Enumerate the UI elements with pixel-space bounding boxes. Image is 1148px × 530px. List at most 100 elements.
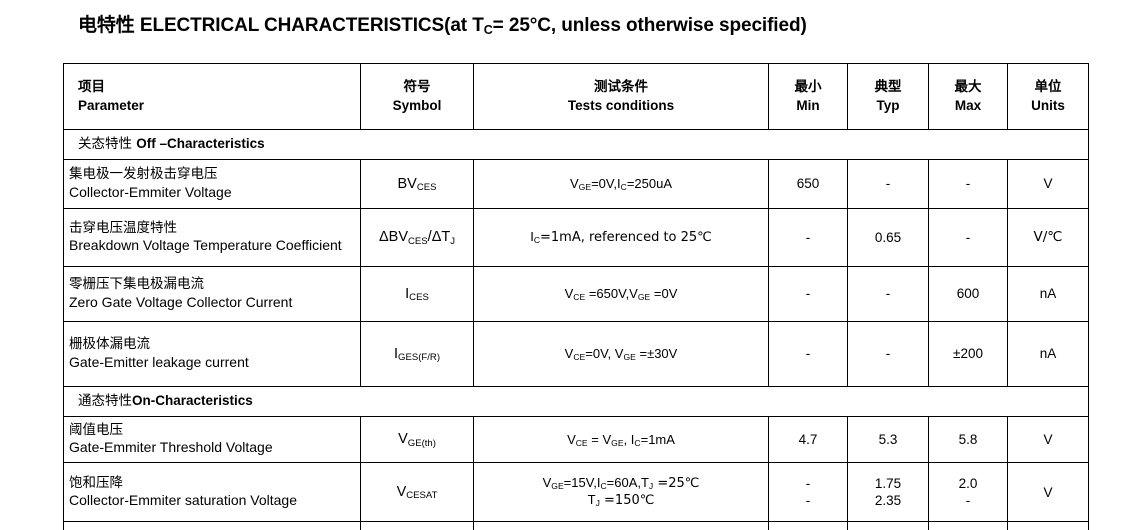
row-parameter-cjk: 击穿电压温度特性 bbox=[69, 219, 177, 236]
table-row: 阈值电压 Gate-Emmiter Threshold Voltage VGE(… bbox=[63, 415, 1089, 464]
header-units-cjk: 单位 bbox=[1034, 79, 1062, 96]
row-parameter-en: Collector-Emmiter Voltage bbox=[69, 183, 232, 200]
row-typ-line2: 2.35 bbox=[874, 493, 902, 509]
header-units-en: Units bbox=[1031, 97, 1065, 113]
header-conditions-en: Tests conditions bbox=[567, 97, 675, 113]
row-max: 600 bbox=[928, 266, 1008, 322]
row-units: nA bbox=[1007, 266, 1089, 322]
header-typ-en: Typ bbox=[876, 97, 900, 113]
page-title-cjk: 电特性 bbox=[78, 14, 135, 36]
row-max: - bbox=[928, 208, 1008, 267]
section-off-en: Off –Characteristics bbox=[136, 136, 265, 152]
row-conditions: VCE=0V, VGE =±30V bbox=[473, 321, 769, 387]
row-min: - - bbox=[768, 462, 848, 523]
row-conditions: VCE =650V,VGE =0V bbox=[473, 266, 769, 322]
table-row: 集电极一发射极击穿电压 Collector-Emmiter Voltage BV… bbox=[63, 159, 1089, 209]
row-conditions: VCE = VGE, IC=1mA bbox=[473, 415, 769, 464]
row-parameter-cjk: 集电极一发射极击穿电压 bbox=[69, 166, 218, 183]
truncated-cell bbox=[768, 521, 848, 530]
row-symbol: ICES bbox=[360, 266, 474, 322]
header-conditions-cjk: 测试条件 bbox=[594, 79, 648, 96]
row-symbol-text: VGE(th) bbox=[398, 431, 436, 449]
header-symbol: 符号 Symbol bbox=[360, 63, 474, 130]
truncated-cell bbox=[847, 521, 929, 530]
row-parameter-cjk: 栅极体漏电流 bbox=[69, 336, 150, 353]
section-label-off: 关态特性 Off –Characteristics bbox=[63, 129, 1089, 160]
row-symbol: VCESAT bbox=[360, 462, 474, 523]
truncated-cell bbox=[63, 521, 361, 530]
header-typ: 典型 Typ bbox=[847, 63, 929, 130]
row-units: V/℃ bbox=[1007, 208, 1089, 267]
row-typ: 5.3 bbox=[847, 415, 929, 464]
section-on-en: On-Characteristics bbox=[132, 393, 253, 409]
row-parameter-cjk: 饱和压降 bbox=[69, 474, 123, 491]
table-row: 零栅压下集电极漏电流 Zero Gate Voltage Collector C… bbox=[63, 266, 1089, 322]
row-conditions-text: VCE=0V, VGE =±30V bbox=[564, 346, 678, 363]
electrical-characteristics-table: 项目 Parameter 符号 Symbol 测试条件 Tests condit… bbox=[63, 63, 1089, 530]
row-symbol: BVCES bbox=[360, 159, 474, 209]
row-typ: - bbox=[847, 321, 929, 387]
table-row: 击穿电压温度特性 Breakdown Voltage Temperature C… bbox=[63, 208, 1089, 267]
header-symbol-cjk: 符号 bbox=[403, 79, 431, 96]
page-title-en: ELECTRICAL CHARACTERISTICS(at TC= 25°C, … bbox=[139, 15, 807, 38]
row-symbol-text: VCESAT bbox=[396, 483, 438, 502]
row-units: V bbox=[1007, 415, 1089, 464]
row-min: 4.7 bbox=[768, 415, 848, 464]
row-units: V bbox=[1007, 159, 1089, 209]
header-max-en: Max bbox=[954, 97, 982, 113]
row-typ: 1.75 2.35 bbox=[847, 462, 929, 523]
row-symbol: IGES(F/R) bbox=[360, 321, 474, 387]
row-symbol-text: ΔBVCES/ΔTJ bbox=[378, 229, 456, 247]
truncated-cell bbox=[1007, 521, 1089, 530]
row-parameter-en: Collector-Emmiter saturation Voltage bbox=[69, 491, 297, 508]
truncated-cell bbox=[473, 521, 769, 530]
table-row-truncated bbox=[63, 521, 1089, 530]
row-typ: 0.65 bbox=[847, 208, 929, 267]
header-max-cjk: 最大 bbox=[954, 79, 982, 96]
header-min: 最小 Min bbox=[768, 63, 848, 130]
row-conditions-line2: TJ =150℃ bbox=[587, 492, 655, 509]
row-parameter-en: Gate-Emitter leakage current bbox=[69, 353, 249, 370]
row-min-line1: - bbox=[805, 475, 811, 491]
row-max: 5.8 bbox=[928, 415, 1008, 464]
row-conditions-text: VGE=0V,IC=250uA bbox=[570, 176, 672, 193]
row-symbol-text: BVCES bbox=[397, 175, 437, 194]
row-typ-line1: 1.75 bbox=[874, 475, 902, 491]
header-min-cjk: 最小 bbox=[794, 79, 822, 96]
row-max-line2: - bbox=[965, 493, 971, 509]
row-parameter: 阈值电压 Gate-Emmiter Threshold Voltage bbox=[63, 415, 361, 464]
row-max: 2.0 - bbox=[928, 462, 1008, 523]
row-parameter-cjk: 零栅压下集电极漏电流 bbox=[69, 276, 204, 293]
row-typ: - bbox=[847, 159, 929, 209]
row-min: - bbox=[768, 266, 848, 322]
row-parameter: 集电极一发射极击穿电压 Collector-Emmiter Voltage bbox=[63, 159, 361, 209]
row-parameter: 栅极体漏电流 Gate-Emitter leakage current bbox=[63, 321, 361, 387]
header-parameter-en: Parameter bbox=[78, 97, 145, 113]
row-parameter-en: Zero Gate Voltage Collector Current bbox=[69, 293, 293, 310]
truncated-cell bbox=[360, 521, 474, 530]
header-parameter-cjk: 项目 bbox=[78, 79, 105, 96]
row-min-line2: - bbox=[805, 493, 811, 509]
row-conditions: VGE=0V,IC=250uA bbox=[473, 159, 769, 209]
header-min-en: Min bbox=[796, 97, 820, 113]
row-max: - bbox=[928, 159, 1008, 209]
row-min: - bbox=[768, 208, 848, 267]
header-max: 最大 Max bbox=[928, 63, 1008, 130]
row-conditions-text: VCE =650V,VGE =0V bbox=[564, 286, 678, 303]
section-on-cjk: 通态特性 bbox=[78, 393, 132, 410]
row-conditions-line1: VGE=15V,IC=60A,TJ =25℃ bbox=[542, 474, 700, 491]
row-units-text: V/℃ bbox=[1033, 229, 1063, 246]
row-conditions: VGE=15V,IC=60A,TJ =25℃ TJ =150℃ bbox=[473, 462, 769, 523]
row-symbol: ΔBVCES/ΔTJ bbox=[360, 208, 474, 267]
row-symbol-text: ICES bbox=[405, 285, 429, 304]
row-units: nA bbox=[1007, 321, 1089, 387]
row-symbol-text: IGES(F/R) bbox=[394, 345, 440, 364]
row-units: V bbox=[1007, 462, 1089, 523]
section-row-off-characteristics: 关态特性 Off –Characteristics bbox=[63, 129, 1089, 160]
table-header-row: 项目 Parameter 符号 Symbol 测试条件 Tests condit… bbox=[63, 63, 1089, 130]
row-parameter-en: Gate-Emmiter Threshold Voltage bbox=[69, 439, 273, 456]
row-parameter: 零栅压下集电极漏电流 Zero Gate Voltage Collector C… bbox=[63, 266, 361, 322]
row-max: ±200 bbox=[928, 321, 1008, 387]
page-title: 电特性 ELECTRICAL CHARACTERISTICS(at TC= 25… bbox=[78, 14, 807, 38]
